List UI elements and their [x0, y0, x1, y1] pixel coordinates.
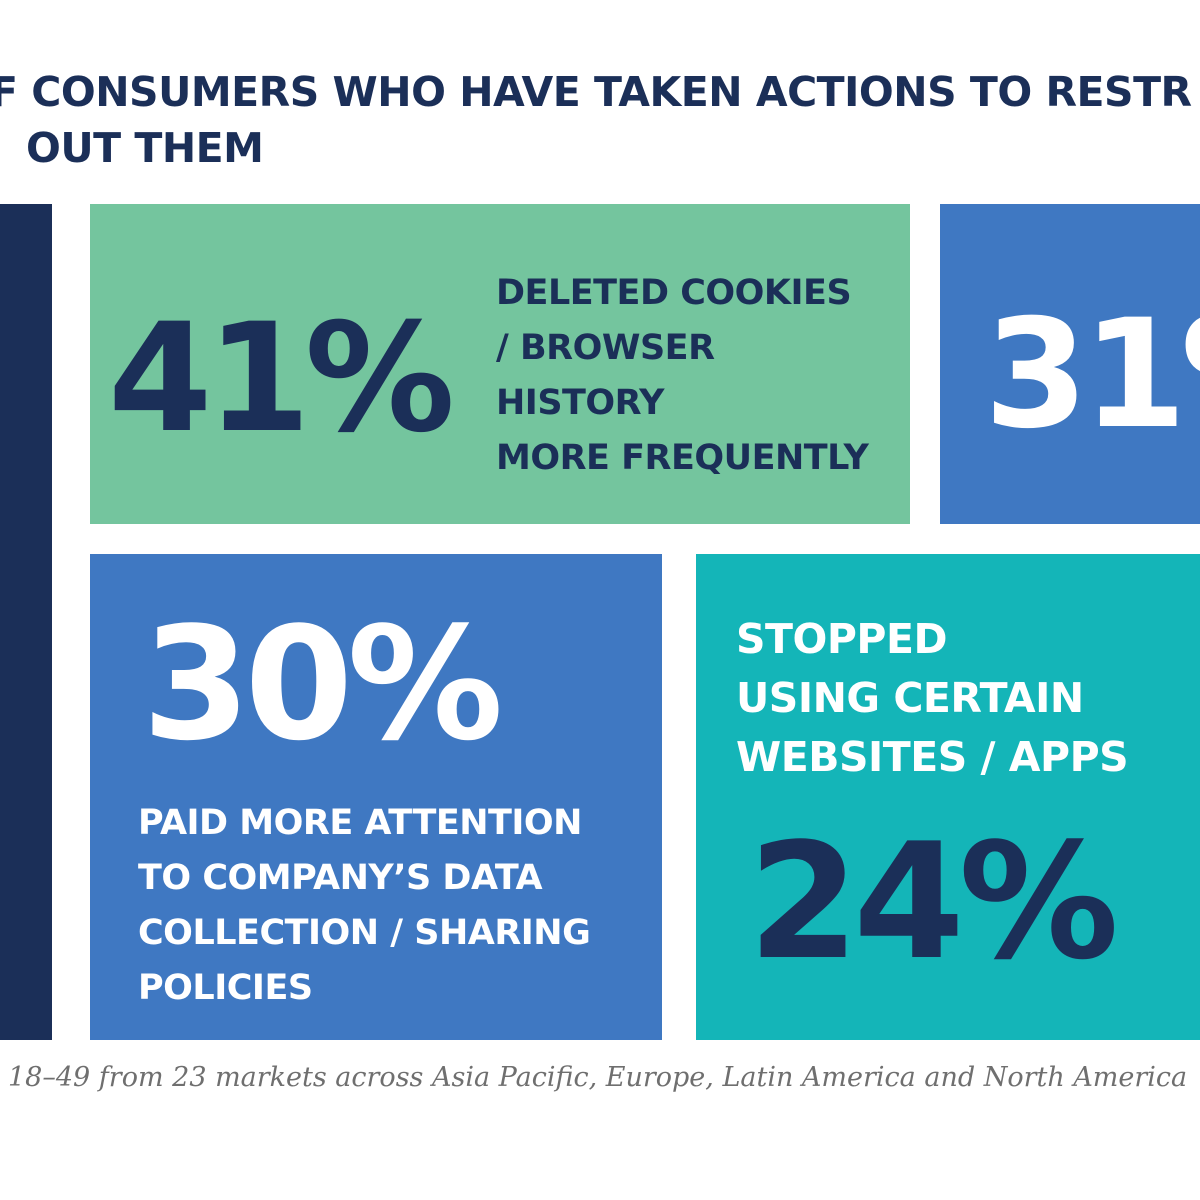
tile-policies-label-line: COLLECTION / SHARING — [138, 913, 591, 953]
tile-websites-label-line: USING CERTAIN — [736, 674, 1084, 722]
tile-policies: 30% PAID MORE ATTENTION TO COMPANY’S DAT… — [90, 554, 662, 1040]
tile-cookies: 41% DELETED COOKIES / BROWSER HISTORY MO… — [90, 204, 910, 524]
tile-policies-label-line: TO COMPANY’S DATA — [138, 858, 543, 898]
tile-cookies-label-line: DELETED COOKIES — [496, 273, 852, 313]
chart-title-line-1: F CONSUMERS WHO HAVE TAKEN ACTIONS TO RE… — [0, 68, 1192, 116]
footnote: 18–49 from 23 markets across Asia Pacifi… — [8, 1062, 1188, 1093]
tile-31-value: 31% — [984, 288, 1200, 462]
tile-websites-label-line: WEBSITES / APPS — [736, 733, 1129, 781]
tile-cookies-label: DELETED COOKIES / BROWSER HISTORY MORE F… — [496, 266, 869, 486]
tile-cookies-label-line: / BROWSER — [496, 328, 715, 368]
tile-websites-value: 24% — [748, 808, 1119, 995]
tile-31: 31% — [940, 204, 1200, 524]
tile-websites: STOPPED USING CERTAIN WEBSITES / APPS 24… — [696, 554, 1200, 1040]
tile-cookies-label-line: MORE FREQUENTLY — [496, 438, 869, 478]
tile-policies-label: PAID MORE ATTENTION TO COMPANY’S DATA CO… — [138, 796, 591, 1016]
chart-title: F CONSUMERS WHO HAVE TAKEN ACTIONS TO RE… — [0, 64, 1200, 176]
tile-websites-label: STOPPED USING CERTAIN WEBSITES / APPS — [736, 610, 1129, 787]
tile-websites-label-line: STOPPED — [736, 615, 948, 663]
tile-cookies-value: 41% — [108, 292, 455, 466]
chart-title-line-2: OUT THEM — [26, 124, 264, 172]
tile-policies-label-line: POLICIES — [138, 968, 313, 1008]
tile-left-edge — [0, 204, 52, 1040]
tile-policies-label-line: PAID MORE ATTENTION — [138, 803, 582, 843]
tile-cookies-label-line: HISTORY — [496, 383, 665, 423]
tile-policies-value: 30% — [142, 593, 503, 775]
